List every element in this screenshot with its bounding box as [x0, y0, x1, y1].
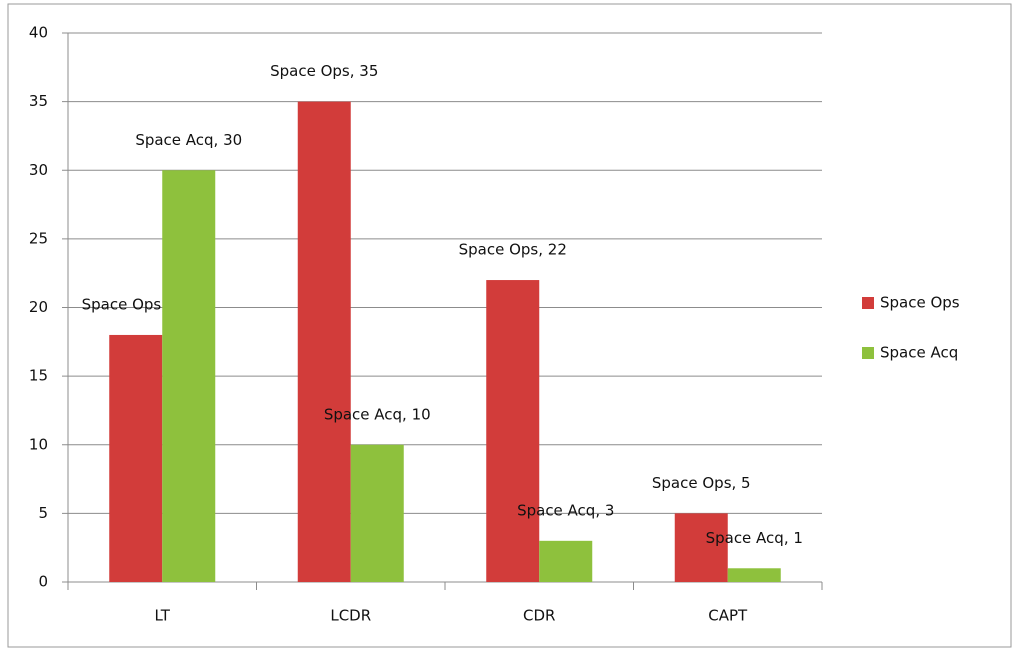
chart-border [7, 3, 1012, 648]
y-tick-label: 0 [38, 573, 48, 591]
x-tick-label: CAPT [708, 607, 748, 625]
bar [727, 568, 781, 582]
data-label: Space Acq, 1 [706, 529, 803, 547]
legend-swatch [862, 347, 874, 359]
data-label: Space Acq, 3 [517, 501, 614, 519]
x-tick-label: CDR [523, 607, 555, 625]
x-tick-label: LT [155, 607, 171, 625]
y-tick-label: 30 [29, 161, 48, 179]
legend-label: Space Acq [880, 344, 958, 362]
y-tick-label: 35 [29, 92, 48, 110]
data-label: Space Acq, 10 [324, 405, 431, 423]
data-label: Space Ops, 5 [652, 474, 751, 492]
bar [109, 334, 163, 582]
y-tick-label: 20 [29, 298, 48, 316]
bar [162, 170, 216, 582]
y-tick-label: 5 [38, 504, 48, 522]
bar [539, 540, 593, 582]
bar [674, 513, 728, 582]
legend-label: Space Ops [880, 294, 960, 312]
data-label: Space Ops, 35 [270, 62, 378, 80]
y-tick-label: 40 [29, 24, 48, 42]
x-tick-label: LCDR [330, 607, 371, 625]
bar [350, 444, 404, 582]
data-label: Space Acq, 30 [135, 131, 242, 149]
legend-swatch [862, 297, 874, 309]
y-tick-label: 25 [29, 229, 48, 247]
bar [297, 101, 351, 582]
bar [486, 280, 540, 582]
y-tick-label: 10 [29, 435, 48, 453]
y-tick-label: 15 [29, 367, 48, 385]
data-label: Space Ops, 22 [459, 241, 567, 259]
